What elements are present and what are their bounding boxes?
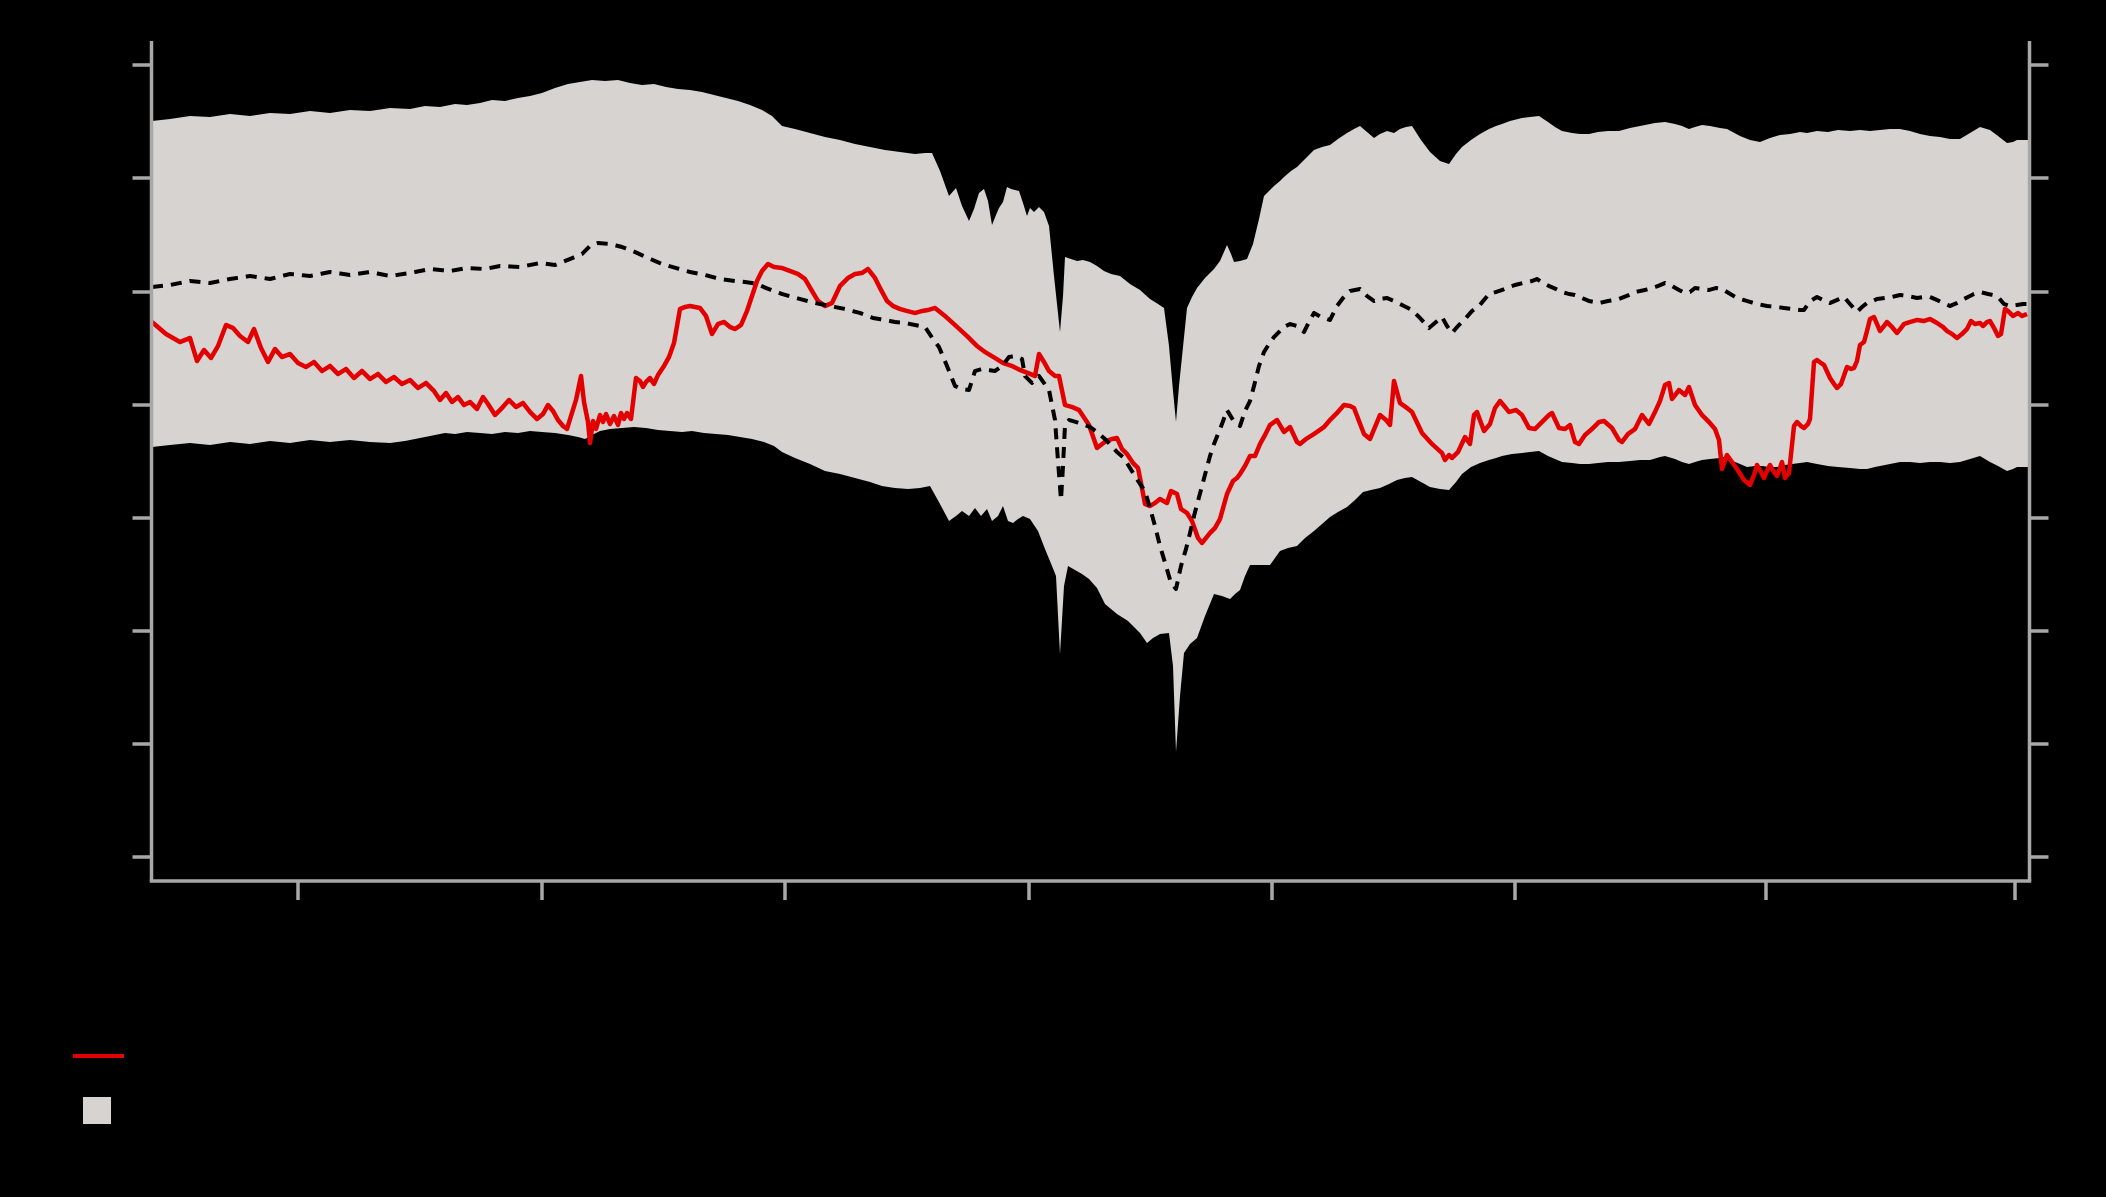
- line-chart-canvas: [40, 16, 2106, 1181]
- black-dashed-line: [151, 241, 2029, 591]
- chart-figure: [40, 16, 2106, 1181]
- red-solid-line: [150, 261, 2028, 546]
- confidence-band: [152, 80, 2029, 752]
- legend-box-swatch: [83, 1097, 111, 1124]
